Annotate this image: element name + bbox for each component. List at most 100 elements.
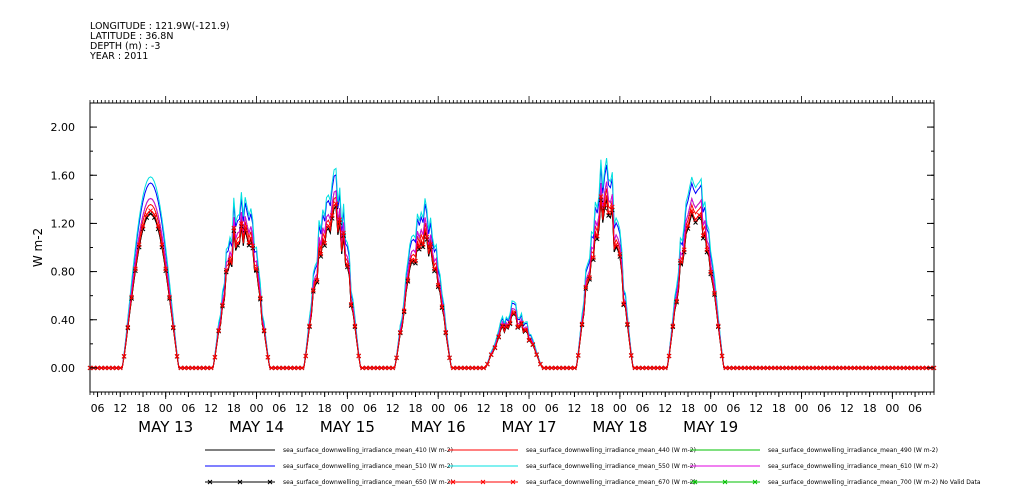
series-marker-7 (159, 242, 165, 248)
series-marker-7 (148, 208, 153, 214)
series-marker-7 (681, 247, 687, 253)
series-marker-7 (874, 365, 880, 371)
series-marker-7 (655, 365, 661, 371)
series-marker-7 (485, 361, 490, 367)
series-marker-7 (568, 365, 574, 371)
series-marker-7 (768, 365, 774, 371)
series-marker-7 (273, 365, 278, 371)
series-marker-7 (193, 365, 199, 371)
series-marker-7 (261, 328, 267, 333)
series-marker-7 (345, 262, 350, 268)
series-marker-7 (666, 353, 672, 359)
series-marker-7 (186, 365, 191, 371)
series-marker-7 (450, 365, 456, 371)
series-marker-7 (125, 324, 131, 330)
series-marker-7 (360, 365, 365, 371)
series-marker-7 (390, 365, 396, 371)
series-marker-7 (799, 365, 804, 371)
series-marker-7 (640, 365, 645, 371)
series-marker-7 (435, 282, 441, 288)
series-marker-7 (651, 365, 657, 371)
series-marker-7 (254, 266, 259, 271)
series-marker-7 (678, 258, 683, 264)
series-marker-7 (481, 365, 486, 371)
series-layer (87, 158, 937, 371)
series-marker-7 (572, 365, 577, 371)
series-marker-7 (462, 365, 468, 371)
x-tick-label: 00 (431, 402, 445, 415)
x-tick-label: 18 (772, 402, 786, 415)
legend-marker (722, 479, 728, 485)
series-marker-7 (144, 212, 150, 217)
series-marker-7 (825, 365, 831, 371)
series-marker-7 (307, 323, 312, 329)
series-marker-7 (106, 365, 112, 371)
legend-entry: sea_surface_downwelling_irradiance_mean_… (283, 463, 453, 470)
x-tick-label: 00 (704, 402, 718, 415)
series-marker-7 (530, 342, 536, 347)
series-marker-7 (492, 345, 498, 350)
series-marker-7 (420, 242, 426, 247)
legend: sea_surface_downwelling_irradiance_mean_… (205, 447, 981, 486)
day-label: MAY 16 (411, 418, 466, 436)
series-marker-7 (761, 365, 767, 371)
series-marker-7 (746, 365, 751, 371)
series-marker-7 (197, 365, 203, 371)
series-marker-7 (700, 233, 706, 238)
series-marker-7 (326, 223, 331, 229)
series-marker-7 (859, 365, 865, 371)
series-marker-7 (715, 323, 721, 329)
series-marker-7 (920, 365, 925, 371)
legend-marker (480, 479, 486, 485)
x-tick-label: 12 (113, 402, 127, 415)
series-marker-7 (466, 365, 471, 371)
series-marker-7 (500, 323, 505, 328)
series-marker-7 (776, 365, 782, 371)
x-tick-label: 00 (159, 402, 173, 415)
series-marker-7 (432, 266, 437, 272)
series-marker-7 (526, 337, 532, 343)
series-marker-7 (632, 365, 638, 371)
series-marker-7 (496, 334, 502, 339)
series-marker-7 (541, 365, 547, 371)
y-tick-label: 0.40 (51, 314, 76, 327)
series-marker-7 (890, 365, 895, 371)
series-marker-7 (704, 247, 710, 253)
series-marker-7 (117, 365, 123, 371)
series-marker-7 (515, 324, 521, 330)
x-tick-label: 18 (499, 402, 513, 415)
series-marker-7 (613, 242, 619, 247)
series-marker-7 (840, 365, 846, 371)
depth-label: DEPTH (m) : -3 (90, 41, 161, 52)
series-marker-7 (519, 320, 524, 326)
series-marker-7 (844, 365, 850, 371)
series-marker-7 (220, 302, 225, 308)
series-marker-7 (810, 365, 816, 371)
series-marker-6 (515, 325, 521, 330)
series-marker-7 (329, 213, 335, 218)
x-tick-label: 18 (590, 402, 604, 415)
series-marker-7 (719, 353, 725, 359)
x-tick-label: 18 (408, 402, 422, 415)
series-marker-7 (151, 212, 157, 217)
series-marker-7 (413, 258, 418, 264)
series-marker-7 (170, 324, 176, 330)
series-marker-7 (129, 294, 134, 300)
series-marker-7 (534, 352, 539, 357)
series-marker-7 (507, 320, 513, 326)
series-marker-7 (95, 365, 100, 371)
day-label: MAY 14 (229, 418, 284, 436)
series-line-5 (90, 181, 934, 369)
x-tick-label: 00 (795, 402, 809, 415)
series-marker-7 (458, 365, 464, 371)
series-marker-7 (636, 365, 642, 371)
legend-entry: sea_surface_downwelling_irradiance_mean_… (526, 479, 696, 486)
series-marker-7 (322, 240, 328, 246)
series-marker-7 (155, 223, 161, 229)
series-marker-7 (189, 365, 195, 371)
day-label: MAY 19 (683, 418, 738, 436)
series-marker-7 (394, 355, 399, 361)
series-marker-7 (594, 234, 600, 239)
day-label: MAY 13 (138, 418, 193, 436)
y-tick-label: 1.20 (51, 217, 76, 230)
